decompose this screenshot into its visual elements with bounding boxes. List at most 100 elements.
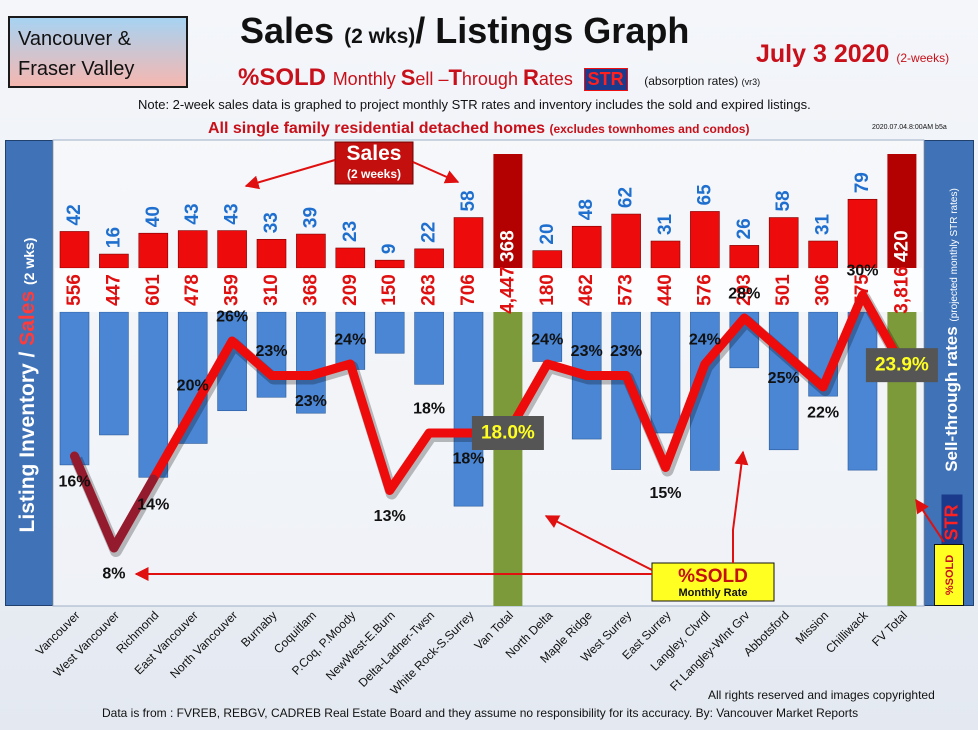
sales-bar	[256, 238, 287, 269]
category-label: NewWest-E.Burn	[323, 608, 398, 683]
subhead-small: (excludes townhomes and condos)	[549, 122, 750, 136]
subtitle-s: S	[400, 65, 416, 90]
total-str-label: 18.0%	[481, 423, 535, 444]
sold-callout-box	[651, 562, 775, 602]
sales-value-label: 16	[103, 227, 124, 248]
sales-bar	[138, 232, 169, 269]
region-label: Vancouver & Fraser Valley	[18, 28, 135, 80]
inventory-value-label: 3,816	[891, 266, 912, 314]
inventory-bar	[59, 311, 90, 466]
sold-value-label: 20%	[177, 378, 209, 395]
inventory-value-label: 4,447	[497, 266, 518, 314]
inventory-value-label: 478	[182, 274, 203, 306]
timestamp: 2020.07.04.8:00AM b5a	[872, 124, 947, 131]
chart-subtitle: %SOLD Monthly Sell –Through Rates STR (a…	[238, 64, 760, 92]
sales-bar	[650, 240, 681, 269]
inventory-value-label: 263	[419, 274, 440, 306]
inventory-value-label: 575	[852, 274, 873, 306]
category-label: Mission	[793, 608, 832, 647]
sold-callout-arrow-van	[544, 515, 653, 571]
subtitle-ates: ates	[538, 69, 573, 89]
right-sold-box: %SOLD	[934, 544, 964, 606]
sales-value-label: 23	[340, 221, 361, 242]
inventory-bar	[99, 311, 129, 436]
sales-value-label: 40	[143, 206, 164, 227]
sales-value-label: 39	[300, 207, 321, 228]
sold-value-label: 24%	[689, 332, 721, 349]
inventory-value-label: 180	[537, 274, 558, 306]
inventory-bar	[650, 311, 681, 434]
total-sales-bar	[887, 154, 917, 268]
str-badge: STR	[583, 68, 628, 91]
footer-source: Data is from : FVREB, REBGV, CADREB Real…	[102, 706, 859, 720]
sales-value-label: 31	[813, 213, 834, 235]
absorption-version: (vr3)	[741, 77, 761, 87]
sold-value-label: 23%	[571, 343, 603, 360]
sales-bar	[453, 217, 484, 269]
inventory-value-label: 209	[340, 274, 361, 306]
inventory-value-label: 501	[773, 274, 794, 306]
subtitle-t: T	[448, 65, 462, 90]
sold-value-label: 23%	[295, 393, 327, 410]
subtitle-dash: –	[433, 69, 449, 89]
sales-value-label: 26	[734, 218, 755, 239]
sold-value-label: 25%	[768, 370, 800, 387]
sales-bar	[177, 230, 208, 269]
sales-value-label: 33	[261, 212, 282, 233]
inventory-bar	[256, 311, 287, 398]
sold-value-label: 18%	[413, 401, 445, 418]
sales-value-label: 48	[576, 199, 597, 220]
sales-bar	[847, 198, 878, 269]
sales-value-label: 58	[773, 190, 794, 211]
sales-bar	[768, 217, 799, 269]
inventory-value-label: 306	[813, 274, 834, 306]
title-rest: / Listings Graph	[415, 10, 690, 51]
sales-callout-arrow-left	[244, 159, 336, 190]
sales-callout-sub: (2 weeks)	[347, 167, 401, 181]
sold-callout-title: %SOLD	[678, 566, 748, 587]
sales-bar	[414, 248, 444, 269]
sales-bar	[59, 231, 90, 269]
total-str-box	[471, 416, 544, 450]
sold-value-label: 18%	[452, 451, 484, 468]
inventory-bar	[414, 311, 444, 385]
str-side-arrow	[915, 498, 945, 543]
sold-callout-sub: Monthly Rate	[678, 587, 747, 599]
inventory-bar	[847, 311, 878, 471]
sold-value-label: 13%	[374, 508, 406, 525]
inventory-value-label: 203	[734, 274, 755, 306]
total-sales-bar	[493, 154, 523, 268]
subhead-main: All single family residential detached h…	[208, 120, 545, 137]
date-small: (2-weeks)	[896, 51, 950, 65]
chart-subhead: All single family residential detached h…	[208, 120, 749, 138]
category-label: FV Total	[869, 608, 910, 649]
sold-value-label: 26%	[216, 309, 248, 326]
subtitle-sold: %SOLD	[238, 64, 327, 91]
sold-value-label: 23%	[255, 343, 287, 360]
inventory-value-label: 576	[694, 274, 715, 306]
chart-title: Sales (2 wks)/ Listings Graph	[240, 10, 689, 52]
report-date: July 3 2020 (2-weeks)	[756, 40, 949, 69]
inventory-value-label: 573	[616, 274, 637, 306]
inventory-value-label: 440	[655, 274, 676, 306]
subtitle-rest: Monthly Sell –Through Rates	[333, 65, 573, 90]
subtitle-ell: ell	[415, 69, 434, 89]
sales-value-label: 420	[891, 230, 912, 262]
sales-bar	[374, 259, 405, 269]
inventory-bar	[768, 311, 799, 451]
sales-bar	[99, 253, 129, 269]
sales-callout-arrow-right	[412, 161, 460, 184]
sales-bar	[296, 233, 326, 269]
chart-note: Note: 2-week sales data is graphed to pr…	[138, 97, 811, 112]
sales-value-label: 22	[419, 222, 440, 243]
inventory-value-label: 556	[64, 274, 85, 306]
category-label: Chilliwack	[823, 608, 871, 656]
sold-value-label: 16%	[58, 474, 90, 491]
sold-value-label: 24%	[334, 332, 366, 349]
inventory-value-label: 310	[261, 274, 282, 306]
sales-value-label: 43	[182, 203, 203, 224]
inventory-bar	[296, 311, 326, 414]
title-main: Sales	[240, 10, 335, 51]
